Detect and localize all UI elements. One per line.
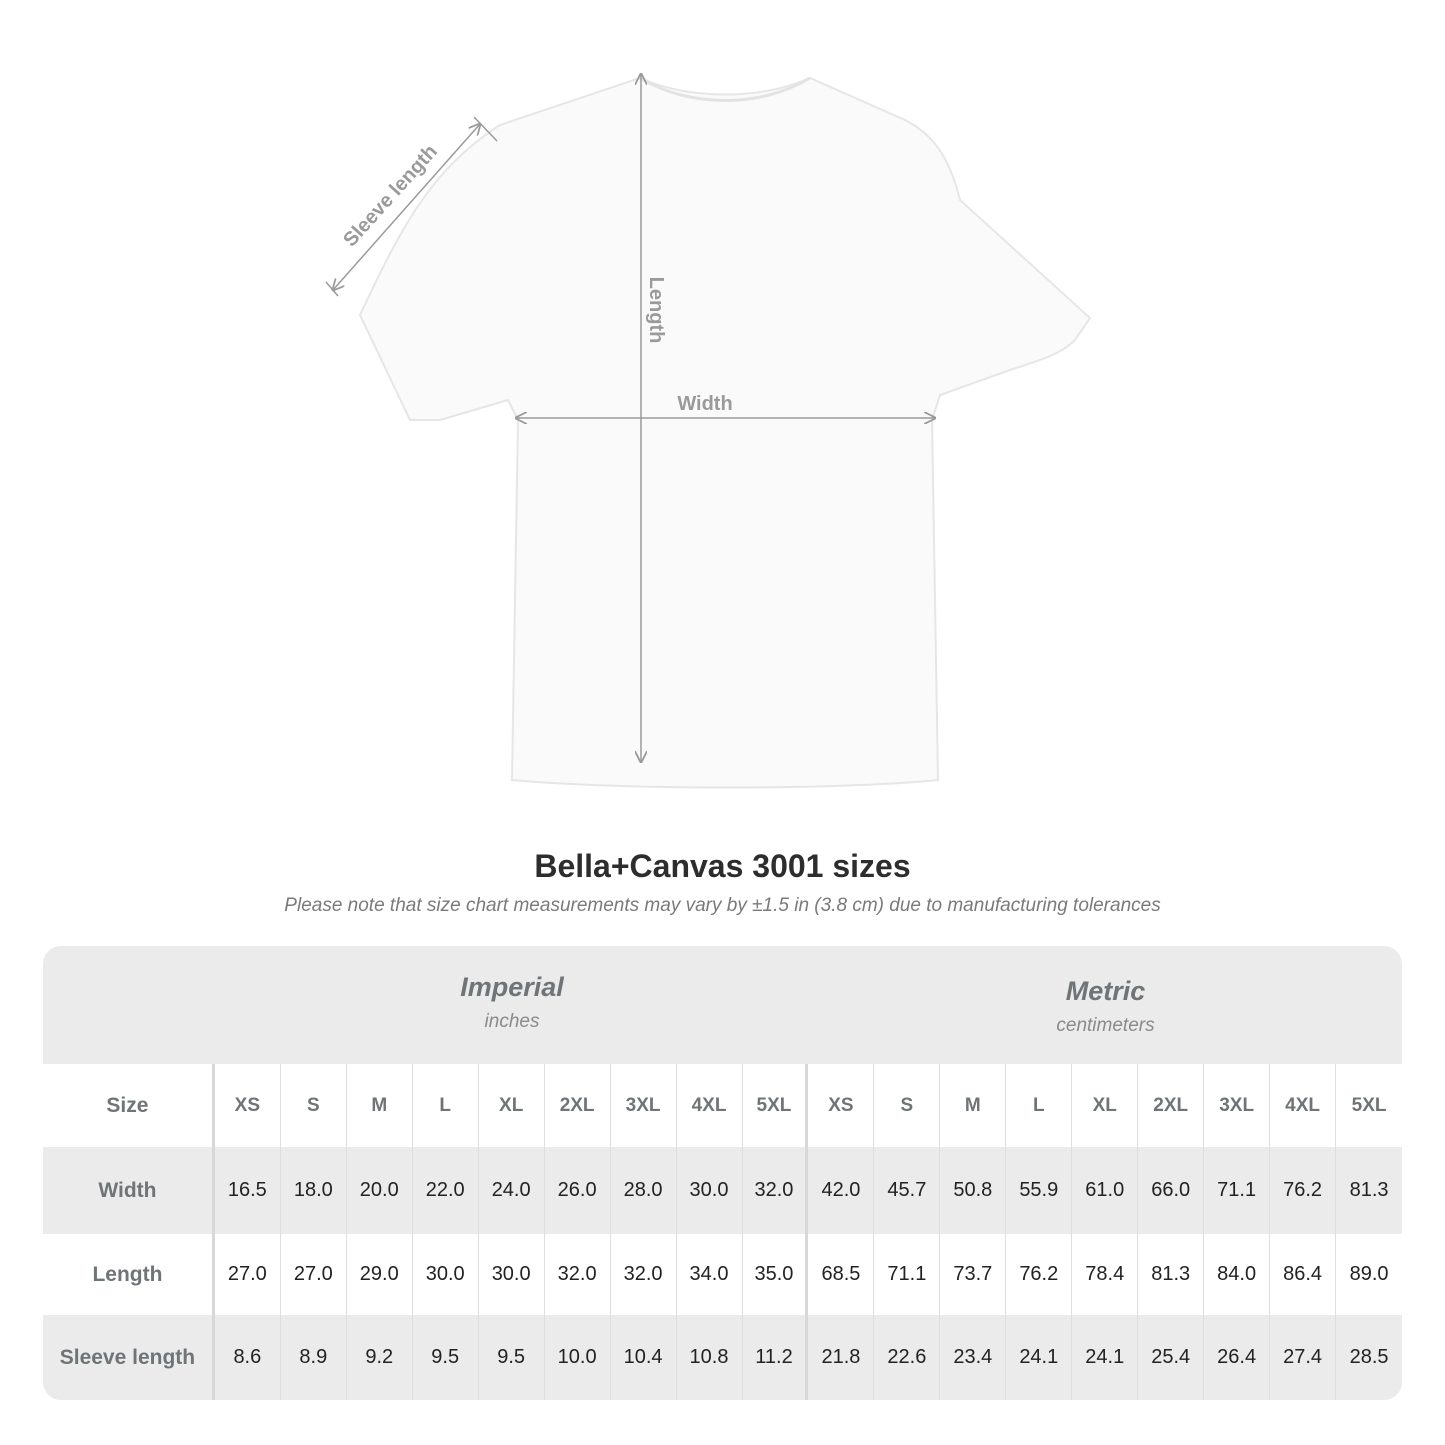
table-cell-imperial: 35.0 [743,1234,809,1315]
tolerance-note: Please note that size chart measurements… [284,895,1161,916]
length-label: Length [645,277,667,344]
table-cell-metric: 27.4 [1270,1315,1337,1400]
table-cell-imperial: 30.0 [479,1234,545,1315]
size-header-metric: XS [808,1064,875,1147]
row-label: Length [43,1234,215,1315]
table-cell-metric: 24.1 [1072,1315,1139,1400]
size-header-metric: 4XL [1270,1064,1337,1147]
size-header-imperial: S [281,1064,347,1147]
table-cell-metric: 23.4 [940,1315,1007,1400]
table-cell-imperial: 29.0 [347,1234,413,1315]
table-cell-metric: 81.3 [1138,1234,1205,1315]
size-header-metric: 2XL [1138,1064,1205,1147]
size-header-imperial: XL [479,1064,545,1147]
size-header-imperial: 4XL [677,1064,743,1147]
table-cell-imperial: 10.0 [545,1315,611,1400]
metric-header: Metric centimeters [809,946,1402,1064]
size-header-metric: M [940,1064,1007,1147]
table-cell-metric: 86.4 [1270,1234,1337,1315]
table-cell-imperial: 18.0 [281,1147,347,1234]
table-cell-metric: 50.8 [940,1147,1007,1234]
table-row: Length 27.0 27.0 29.0 30.0 30.0 32.0 32.0 34.0 35… [43,1234,1402,1315]
table-cell-metric: 68.5 [808,1234,875,1315]
tshirt-shape [358,76,1092,789]
imperial-header: Imperial inches [215,946,809,1064]
table-cell-imperial: 9.5 [413,1315,479,1400]
size-header-metric: 5XL [1351,1094,1387,1116]
tshirt-diagram: Sleeve length Length Width [325,0,1092,789]
table-cell-metric: 21.8 [808,1315,875,1400]
imperial-title: Imperial [460,972,564,1002]
row-label: Sleeve length [43,1315,215,1400]
table-cell-metric: 71.1 [874,1234,941,1315]
table-cell-metric: 76.2 [1270,1147,1337,1234]
table-cell-imperial: 26.0 [545,1147,611,1234]
table-cell-imperial: 30.0 [677,1147,743,1234]
row-label: Width [43,1147,215,1234]
size-header-imperial: 2XL [545,1064,611,1147]
size-header-row: Size XS S M L XL 2XL 3XL 4XL 5XL XS S M L XL 2XL 3XL 4XL 5… [43,1064,1402,1147]
table-cell-metric: 81.3 [1349,1179,1389,1201]
size-header-imperial: L [413,1064,479,1147]
table-cell-metric: 66.0 [1138,1147,1205,1234]
table-cell-imperial: 30.0 [413,1234,479,1315]
table-cell-metric: 24.1 [1006,1315,1073,1400]
table-row: Width 16.5 18.0 20.0 22.0 24.0 26.0 28.0 30.0 32.… [43,1147,1402,1234]
size-header-metric: S [874,1064,941,1147]
table-cell-imperial: 9.5 [479,1315,545,1400]
table-cell-metric: 71.1 [1204,1147,1271,1234]
table-row: Sleeve length 8.6 8.9 9.2 9.5 9.5 10.0 10.4 10.8… [43,1315,1402,1400]
table-cell-metric: 61.0 [1072,1147,1139,1234]
table-cell-imperial: 8.9 [281,1315,347,1400]
size-header-metric: XL [1072,1064,1139,1147]
table-cell-metric: 55.9 [1006,1147,1073,1234]
page-title: Bella+Canvas 3001 sizes [534,848,911,884]
size-header-imperial: 5XL [743,1064,809,1147]
table-cell-imperial: 24.0 [479,1147,545,1234]
size-header-metric: 3XL [1204,1064,1271,1147]
width-label: Width [677,393,732,415]
sleeve-arrow [333,124,480,290]
table-cell-metric: 84.0 [1204,1234,1271,1315]
metric-title: Metric [1065,976,1146,1006]
table-cell-imperial: 11.2 [743,1315,809,1400]
table-cell-imperial: 16.5 [215,1147,281,1234]
table-cell-imperial: 34.0 [677,1234,743,1315]
table-cell-imperial: 28.0 [611,1147,677,1234]
size-header-imperial: XS [215,1064,281,1147]
table-cell-imperial: 27.0 [215,1234,281,1315]
table-cell-metric: 76.2 [1006,1234,1073,1315]
table-cell-imperial: 10.4 [611,1315,677,1400]
table-cell-imperial: 32.0 [743,1147,809,1234]
table-cell-metric: 78.4 [1072,1234,1139,1315]
table-cell-imperial: 22.0 [413,1147,479,1234]
table-cell-imperial: 9.2 [347,1315,413,1400]
table-cell-metric: 25.4 [1138,1315,1205,1400]
size-header-imperial: 3XL [611,1064,677,1147]
table-cell-metric: 28.5 [1349,1346,1389,1368]
imperial-unit: inches [484,1011,540,1032]
table-cell-metric: 45.7 [874,1147,941,1234]
size-header-imperial: M [347,1064,413,1147]
table-cell-metric: 26.4 [1204,1315,1271,1400]
size-table: Imperial inches Metric centimeters Size X… [43,946,1402,1400]
row-label: Size [43,1064,215,1147]
table-cell-metric: 73.7 [940,1234,1007,1315]
metric-unit: centimeters [1056,1015,1155,1036]
table-cell-imperial: 32.0 [611,1234,677,1315]
size-header-metric: L [1006,1064,1073,1147]
table-cell-imperial: 27.0 [281,1234,347,1315]
table-cell-metric: 22.6 [874,1315,941,1400]
table-cell-metric: 89.0 [1349,1263,1389,1285]
table-cell-imperial: 20.0 [347,1147,413,1234]
table-cell-metric: 42.0 [808,1147,875,1234]
table-cell-imperial: 32.0 [545,1234,611,1315]
table-cell-imperial: 10.8 [677,1315,743,1400]
table-cell-imperial: 8.6 [215,1315,281,1400]
